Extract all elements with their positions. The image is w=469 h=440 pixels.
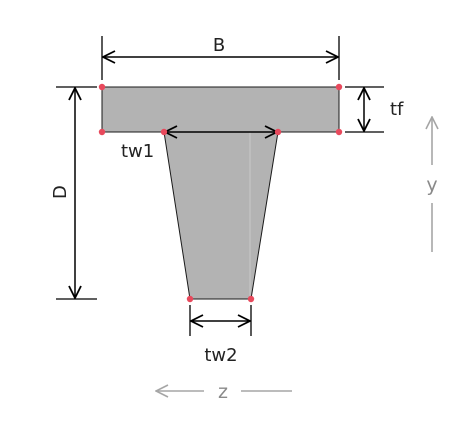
dimension-tf: tf	[345, 86, 404, 133]
label-tw1: tw1	[121, 141, 154, 162]
flange-rect	[101, 86, 340, 133]
z-axis-indicator: z	[156, 381, 292, 403]
vertex-point-web-bottom-right	[247, 295, 255, 303]
label-B: B	[213, 35, 225, 56]
dimension-B: B	[101, 35, 340, 80]
label-tf: tf	[390, 99, 404, 120]
web-trapezoid	[163, 131, 279, 300]
vertex-point-flange-top-right	[335, 83, 343, 91]
y-axis-indicator: y	[426, 117, 437, 252]
dimension-D: D	[50, 86, 97, 300]
dimension-tw1: tw1	[121, 132, 277, 162]
label-y: y	[426, 174, 437, 196]
label-tw2: tw2	[204, 345, 237, 366]
vertex-point-web-top-right	[274, 128, 282, 136]
vertex-point-flange-bottom-left	[98, 128, 106, 136]
vertex-point-web-bottom-left	[186, 295, 194, 303]
label-D: D	[50, 185, 71, 199]
vertex-point-flange-bottom-right	[335, 128, 343, 136]
label-z: z	[218, 381, 228, 403]
vertex-point-flange-top-left	[98, 83, 106, 91]
vertex-points	[98, 83, 343, 303]
vertex-point-web-top-left	[160, 128, 168, 136]
dimension-tw2: tw2	[189, 305, 252, 366]
